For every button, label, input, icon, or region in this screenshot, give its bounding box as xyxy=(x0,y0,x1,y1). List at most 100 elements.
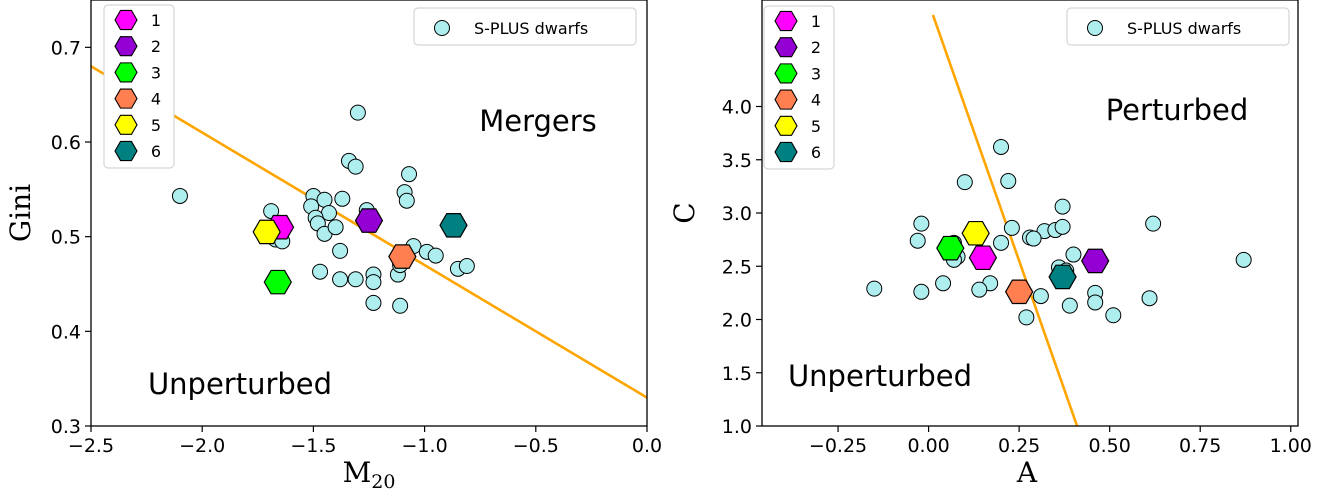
data-point-galaxy-3 xyxy=(936,235,965,261)
legend-marker-1 xyxy=(774,10,798,32)
data-point xyxy=(332,242,349,259)
series-galaxy-2 xyxy=(1080,248,1110,274)
data-point xyxy=(1105,307,1122,324)
data-point-galaxy-3 xyxy=(263,269,293,295)
y-tick-label: 4.0 xyxy=(722,97,752,119)
data-point xyxy=(935,275,952,292)
legend-label-6: 6 xyxy=(151,142,161,161)
series-galaxy-4 xyxy=(388,244,417,269)
data-point xyxy=(398,192,415,209)
x-tick-label: 0.25 xyxy=(998,435,1040,457)
y-tick-label: 0.4 xyxy=(51,321,81,343)
data-point xyxy=(401,166,418,183)
legend-label-5: 5 xyxy=(151,116,161,135)
x-tick-label: −1.5 xyxy=(290,435,336,457)
legend-marker-3 xyxy=(114,62,138,83)
data-point-galaxy-2 xyxy=(354,208,384,233)
legend-marker-1 xyxy=(114,9,138,31)
data-point xyxy=(171,187,188,204)
series-splus-dwarfs xyxy=(866,138,1252,326)
series-galaxy-2 xyxy=(354,208,384,233)
data-point xyxy=(365,294,382,311)
legend-galaxies: 1 2 3 4 5 6 xyxy=(763,5,835,170)
legend-frame xyxy=(103,4,175,169)
region-label-lower: Unperturbed xyxy=(788,359,972,393)
series-galaxy-5 xyxy=(252,219,281,245)
legend-galaxies: 1 2 3 4 5 6 xyxy=(103,4,175,169)
legend-label-4: 4 xyxy=(151,90,161,109)
legend-label-splus: S-PLUS dwarfs xyxy=(474,19,588,38)
legend-marker-2 xyxy=(114,36,138,57)
axes-frame xyxy=(90,0,648,427)
legend-splus: S-PLUS dwarfs xyxy=(1066,7,1290,46)
data-point xyxy=(1000,173,1017,190)
legend-marker-splus xyxy=(1087,20,1103,36)
data-point xyxy=(392,297,409,314)
data-point xyxy=(1141,290,1158,307)
legend-label-5: 5 xyxy=(811,117,821,136)
y-tick-label: 3.5 xyxy=(722,150,752,172)
legend-marker-2 xyxy=(774,37,798,58)
series-galaxy-5 xyxy=(961,220,990,246)
legend-frame xyxy=(1066,7,1290,46)
legend-marker-3 xyxy=(774,63,798,84)
y-axis-label: C xyxy=(668,202,701,223)
data-point xyxy=(1235,251,1252,268)
x-tick-label: 0.00 xyxy=(907,435,949,457)
boundary-line xyxy=(931,14,1079,426)
y-tick-label: 0.6 xyxy=(51,132,81,154)
data-point xyxy=(349,104,366,121)
x-axis-label-subscript: 20 xyxy=(371,471,395,493)
data-point xyxy=(312,263,329,280)
legend-marker-4 xyxy=(114,88,138,109)
data-point xyxy=(365,274,382,291)
data-point xyxy=(909,232,926,249)
y-tick-label: 2.0 xyxy=(722,310,752,332)
data-point xyxy=(334,190,351,207)
y-tick-label: 0.5 xyxy=(51,227,81,249)
data-point xyxy=(316,191,333,208)
plot-area xyxy=(91,65,647,399)
plot-area xyxy=(866,14,1252,426)
legend-frame xyxy=(413,7,637,46)
region-label-lower: Unperturbed xyxy=(148,367,332,401)
legend-label-2: 2 xyxy=(811,38,821,57)
legend-label-2: 2 xyxy=(151,37,161,56)
data-point xyxy=(1018,309,1035,326)
data-point-galaxy-6 xyxy=(439,213,468,238)
legend-frame xyxy=(763,5,835,170)
data-point-galaxy-6 xyxy=(1048,264,1077,290)
chart-panel-1: −2.5 −2.0 −1.5 −1.0 −0.5 0.0 0.3 0.4 0.5 0.6 0.7 M2… xyxy=(4,0,662,493)
data-point xyxy=(1087,294,1104,311)
data-point-galaxy-5 xyxy=(252,219,281,245)
series-galaxy-6 xyxy=(439,213,468,238)
data-point xyxy=(993,138,1010,155)
x-tick-label: 0.75 xyxy=(1179,435,1221,457)
y-tick-label: 1.0 xyxy=(722,416,752,438)
data-point xyxy=(332,271,349,288)
data-point-galaxy-5 xyxy=(961,220,990,246)
data-point xyxy=(956,174,973,191)
series-galaxy-4 xyxy=(1004,279,1034,305)
data-point-galaxy-1 xyxy=(968,245,998,271)
data-point xyxy=(347,158,364,175)
x-axis-label: M20 xyxy=(343,456,396,493)
y-tick-label: 1.5 xyxy=(722,363,752,385)
series-galaxy-3 xyxy=(936,235,965,261)
data-point xyxy=(327,219,344,236)
x-tick-label: 0.50 xyxy=(1089,435,1131,457)
data-point-galaxy-2 xyxy=(1080,248,1110,274)
data-point xyxy=(347,271,364,288)
legend-label-6: 6 xyxy=(811,143,821,162)
region-label-upper: Mergers xyxy=(479,104,597,138)
data-point xyxy=(1032,288,1049,305)
x-tick-label: 1.00 xyxy=(1270,435,1312,457)
data-point xyxy=(913,215,930,232)
data-point xyxy=(1025,230,1042,247)
legend-marker-4 xyxy=(774,89,798,110)
y-tick-label: 0.7 xyxy=(51,37,81,59)
x-tick-label: −1.0 xyxy=(402,435,448,457)
legend-splus: S-PLUS dwarfs xyxy=(413,7,637,46)
series-splus-dwarfs xyxy=(171,104,475,314)
series-galaxy-3 xyxy=(263,269,293,295)
